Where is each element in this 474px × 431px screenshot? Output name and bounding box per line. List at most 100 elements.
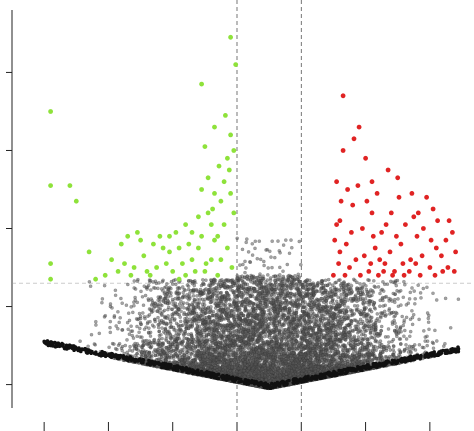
point-ns (387, 340, 391, 345)
point-ns (120, 328, 124, 332)
points-not-significant (42, 236, 461, 391)
point-ns (158, 307, 163, 311)
point-ns (202, 303, 207, 307)
point-ns (169, 293, 173, 298)
point-ns (289, 238, 293, 242)
point-ns (113, 346, 118, 351)
point-ns (353, 327, 357, 332)
point-ns (298, 262, 303, 267)
point-ns (346, 298, 350, 302)
point-ns (97, 331, 102, 336)
point-ns (394, 324, 399, 329)
point-ns (257, 239, 262, 243)
point-ns (285, 262, 290, 267)
point-ns (244, 266, 248, 270)
point-ns (353, 324, 358, 329)
point-ns (419, 296, 423, 300)
point-ns (404, 303, 409, 307)
point-ns (410, 322, 415, 327)
point-ns (142, 284, 147, 289)
point-ns (168, 321, 173, 326)
point-ns (153, 286, 157, 290)
point-ns (181, 305, 186, 310)
point-ns (369, 319, 374, 323)
point-ns (270, 265, 274, 270)
point-ns (413, 296, 418, 301)
point-ns (195, 294, 199, 298)
point-ns (371, 278, 376, 283)
point-ns (378, 304, 382, 309)
point-ns (402, 282, 407, 287)
point-ns (358, 282, 362, 286)
point-ns (262, 263, 266, 268)
point-ns (257, 286, 262, 291)
point-ns (125, 338, 129, 342)
point-ns (137, 311, 142, 316)
point-ns (100, 297, 105, 301)
point-ns (241, 262, 245, 267)
point-ns (410, 308, 414, 313)
point-ns (386, 334, 390, 339)
point-ns (323, 278, 328, 283)
point-ns (155, 309, 159, 313)
axes (6, 10, 431, 431)
point-ns (253, 246, 257, 251)
point-ns (148, 334, 153, 338)
point-ns (326, 277, 331, 282)
point-ns (135, 279, 140, 284)
point-ns (127, 332, 132, 337)
point-ns (413, 348, 418, 352)
point-ns (132, 279, 137, 283)
point-ns (418, 291, 423, 295)
point-ns (127, 318, 132, 323)
point-ns (401, 323, 406, 328)
point-ns (235, 236, 239, 241)
point-ns (102, 283, 107, 288)
point-ns (248, 260, 253, 265)
point-ns (118, 315, 122, 320)
point-ns (287, 251, 292, 256)
point-ns (448, 325, 453, 330)
point-ns (137, 330, 141, 335)
point-ns (140, 294, 145, 299)
point-ns (297, 239, 302, 244)
point-ns (410, 286, 414, 290)
point-ns (186, 287, 191, 292)
point-ns (270, 239, 275, 243)
point-ns (277, 332, 282, 337)
point-ns (153, 279, 158, 284)
point-ns (117, 320, 121, 325)
point-ns (143, 316, 147, 321)
point-ns (108, 325, 112, 330)
point-ns (113, 293, 118, 298)
point-ns (107, 345, 111, 350)
point-ns (377, 344, 382, 349)
point-ns (398, 337, 403, 341)
point-ns (376, 285, 381, 289)
point-ns (276, 239, 280, 243)
point-ns (304, 287, 308, 292)
point-ns (289, 245, 294, 250)
point-ns (164, 282, 169, 286)
point-ns (277, 265, 282, 270)
point-ns (218, 291, 223, 295)
point-ns (141, 303, 146, 308)
point-ns (366, 278, 370, 282)
point-ns (431, 291, 435, 296)
point-ns (112, 315, 117, 320)
point-ns (250, 253, 255, 257)
point-ns (431, 346, 436, 351)
point-ns (398, 288, 403, 293)
point-ns (87, 279, 92, 284)
point-ns (352, 311, 357, 316)
point-ns (197, 324, 202, 329)
point-ns (395, 288, 399, 293)
point-ns (333, 281, 337, 285)
point-ns (265, 273, 270, 277)
point-ns (116, 326, 120, 331)
point-ns (443, 341, 447, 346)
point-ns (152, 337, 157, 342)
point-ns (246, 250, 251, 254)
